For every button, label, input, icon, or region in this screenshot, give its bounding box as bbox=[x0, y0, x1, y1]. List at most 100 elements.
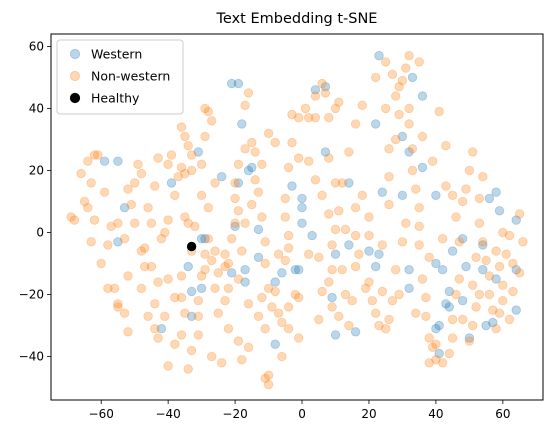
point-western bbox=[374, 51, 384, 61]
point-non-western bbox=[387, 69, 398, 80]
point-non-western bbox=[273, 249, 284, 259]
point-non-western bbox=[501, 249, 511, 259]
point-western bbox=[243, 165, 254, 176]
point-western bbox=[226, 78, 237, 89]
point-western bbox=[478, 240, 488, 250]
point-non-western bbox=[230, 178, 240, 188]
point-non-western bbox=[103, 283, 113, 294]
point-non-western bbox=[86, 178, 96, 188]
points-layer bbox=[66, 51, 528, 390]
y-tick-label: 0 bbox=[36, 226, 44, 240]
point-non-western bbox=[163, 215, 173, 225]
point-western bbox=[193, 147, 204, 157]
point-non-western bbox=[310, 112, 321, 123]
legend: Western Non-western Healthy bbox=[56, 39, 184, 115]
point-non-western bbox=[394, 109, 404, 120]
point-non-western bbox=[377, 240, 388, 250]
point-western bbox=[417, 91, 428, 101]
point-non-western bbox=[79, 196, 90, 207]
point-western bbox=[156, 324, 167, 334]
point-non-western bbox=[461, 184, 471, 194]
point-western bbox=[407, 72, 418, 83]
point-non-western bbox=[119, 308, 130, 318]
point-non-western bbox=[99, 187, 110, 197]
point-non-western bbox=[447, 314, 458, 325]
point-non-western bbox=[314, 252, 324, 262]
point-non-western bbox=[170, 190, 180, 201]
point-non-western bbox=[180, 131, 190, 142]
point-non-western bbox=[233, 206, 244, 216]
point-non-western bbox=[153, 153, 163, 163]
point-western bbox=[166, 178, 177, 188]
point-non-western bbox=[350, 230, 361, 241]
point-non-western bbox=[384, 144, 394, 154]
point-western bbox=[99, 156, 110, 166]
point-non-western bbox=[146, 218, 157, 228]
point-western bbox=[404, 265, 414, 275]
point-non-western bbox=[193, 296, 204, 306]
point-non-western bbox=[260, 324, 270, 334]
point-non-western bbox=[113, 299, 123, 309]
point-non-western bbox=[330, 178, 341, 188]
point-non-western bbox=[253, 187, 264, 197]
point-non-western bbox=[89, 150, 100, 160]
point-western bbox=[434, 320, 444, 331]
point-western bbox=[240, 265, 250, 275]
point-non-western bbox=[371, 308, 381, 318]
point-western bbox=[196, 233, 207, 244]
point-non-western bbox=[176, 330, 187, 340]
point-non-western bbox=[447, 190, 458, 201]
point-non-western bbox=[424, 333, 434, 343]
point-non-western bbox=[270, 137, 280, 148]
point-non-western bbox=[230, 218, 240, 228]
point-western bbox=[437, 265, 448, 275]
point-non-western bbox=[310, 175, 321, 185]
point-non-western bbox=[484, 271, 495, 281]
point-non-western bbox=[133, 159, 143, 170]
point-non-western bbox=[280, 212, 291, 222]
y-tick-label: 60 bbox=[29, 39, 44, 53]
point-non-western bbox=[66, 212, 76, 222]
point-western bbox=[113, 156, 123, 166]
x-tick-label: 40 bbox=[428, 407, 443, 421]
point-western bbox=[330, 249, 341, 259]
point-western bbox=[119, 202, 130, 213]
point-non-western bbox=[451, 212, 461, 222]
legend-marker-western bbox=[69, 48, 81, 60]
point-western bbox=[330, 330, 341, 340]
point-non-western bbox=[233, 274, 244, 284]
point-non-western bbox=[206, 255, 217, 266]
point-non-western bbox=[371, 72, 381, 83]
point-non-western bbox=[324, 153, 334, 163]
point-non-western bbox=[327, 265, 337, 275]
point-non-western bbox=[257, 212, 267, 222]
point-non-western bbox=[196, 159, 207, 170]
point-non-western bbox=[417, 274, 428, 284]
point-western bbox=[371, 119, 381, 129]
point-non-western bbox=[444, 348, 455, 359]
point-western bbox=[287, 181, 297, 191]
point-western bbox=[434, 348, 444, 359]
point-western bbox=[397, 190, 408, 201]
point-non-western bbox=[143, 311, 153, 322]
point-non-western bbox=[397, 75, 408, 86]
point-non-western bbox=[223, 324, 234, 334]
point-non-western bbox=[421, 292, 431, 303]
point-non-western bbox=[491, 324, 501, 334]
point-non-western bbox=[206, 351, 217, 362]
point-non-western bbox=[283, 324, 294, 334]
point-non-western bbox=[471, 252, 481, 262]
point-non-western bbox=[374, 320, 384, 331]
point-non-western bbox=[384, 314, 394, 325]
point-western bbox=[404, 147, 414, 157]
legend-marker-healthy bbox=[69, 92, 81, 104]
point-non-western bbox=[210, 246, 220, 256]
point-non-western bbox=[417, 131, 428, 142]
point-non-western bbox=[518, 237, 528, 247]
point-western bbox=[307, 230, 317, 241]
point-western bbox=[364, 246, 374, 256]
point-non-western bbox=[407, 165, 418, 176]
point-non-western bbox=[170, 292, 180, 303]
point-non-western bbox=[257, 292, 267, 303]
point-non-western bbox=[247, 137, 257, 148]
